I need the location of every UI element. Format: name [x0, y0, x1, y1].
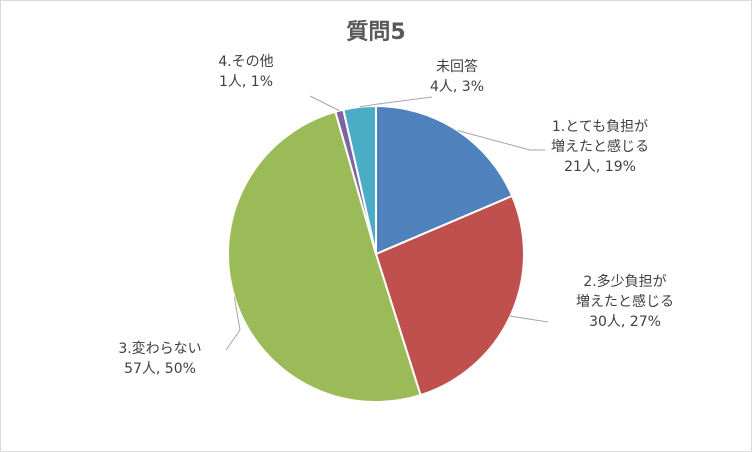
label-slice-3: 3.変わらない 57人, 50%: [100, 339, 220, 379]
label-slice-4-line1: 4.その他: [218, 54, 274, 70]
label-slice-1-line2: 増えたと感じる: [551, 139, 649, 155]
label-slice-2-line2: 増えたと感じる: [576, 294, 674, 310]
label-slice-4: 4.その他 1人, 1%: [196, 52, 296, 92]
leader-line-4: [309, 95, 340, 112]
label-slice-5-value: 4人, 3%: [429, 79, 485, 95]
label-slice-3-line1: 3.変わらない: [118, 341, 202, 357]
leader-line-3: [225, 296, 241, 351]
label-slice-1-value: 21人, 19%: [564, 159, 636, 175]
label-slice-2-value: 30人, 27%: [589, 314, 661, 330]
pie-slice-3: [227, 110, 422, 403]
chart-title: 質問5: [346, 20, 406, 45]
label-slice-5-line1: 未回答: [436, 59, 478, 75]
pie-slice-1: [375, 104, 514, 256]
label-slice-1-line1: 1.とても負担が: [551, 119, 649, 135]
leader-line-1: [457, 130, 545, 151]
label-slice-4-value: 1人, 1%: [218, 74, 274, 90]
leader-line-5: [359, 96, 433, 108]
label-slice-2-line1: 2.多少負担が: [583, 274, 667, 290]
leader-line-2: [508, 315, 549, 323]
label-slice-1: 1.とても負担が 増えたと感じる 21人, 19%: [520, 117, 680, 177]
label-slice-5: 未回答 4人, 3%: [412, 57, 502, 97]
label-slice-2: 2.多少負担が 増えたと感じる 30人, 27%: [545, 272, 705, 332]
label-slice-3-value: 57人, 50%: [124, 361, 196, 377]
